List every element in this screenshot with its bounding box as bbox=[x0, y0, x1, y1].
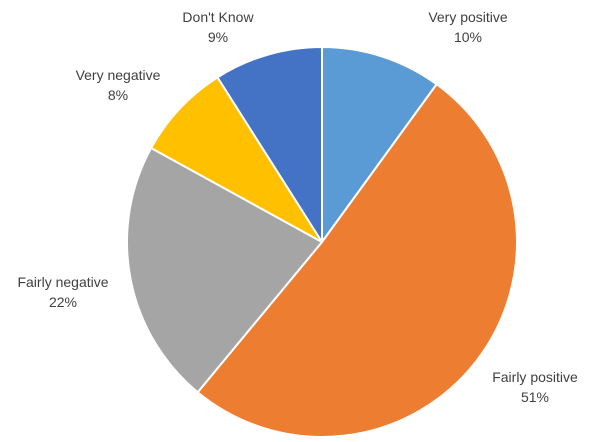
pie-slice-very-negative bbox=[150, 76, 323, 243]
pie-label-very-negative: Very negative 8% bbox=[76, 67, 161, 103]
slice-category-label: Very positive bbox=[428, 9, 508, 25]
pie-slice-don-t-know bbox=[216, 46, 323, 243]
pie-slices bbox=[126, 46, 518, 438]
slice-category-label: Don't Know bbox=[182, 9, 254, 25]
pie-slice-fairly-negative bbox=[126, 147, 323, 394]
slice-percent-label: 51% bbox=[521, 389, 549, 405]
slice-category-label: Very negative bbox=[76, 67, 161, 83]
slice-category-label: Fairly negative bbox=[17, 274, 108, 290]
pie-slice-fairly-positive bbox=[196, 83, 518, 438]
pie-label-fairly-negative: Fairly negative 22% bbox=[17, 274, 108, 310]
pie-label-don-t-know: Don't Know 9% bbox=[182, 9, 254, 45]
slice-percent-label: 22% bbox=[49, 294, 77, 310]
pie-label-fairly-positive: Fairly positive 51% bbox=[492, 369, 578, 405]
slice-percent-label: 9% bbox=[208, 29, 228, 45]
slice-percent-label: 10% bbox=[454, 29, 482, 45]
pie-label-very-positive: Very positive 10% bbox=[428, 9, 508, 45]
pie-slice-very-positive bbox=[321, 46, 438, 243]
slice-category-label: Fairly positive bbox=[492, 369, 578, 385]
slice-percent-label: 8% bbox=[108, 87, 128, 103]
